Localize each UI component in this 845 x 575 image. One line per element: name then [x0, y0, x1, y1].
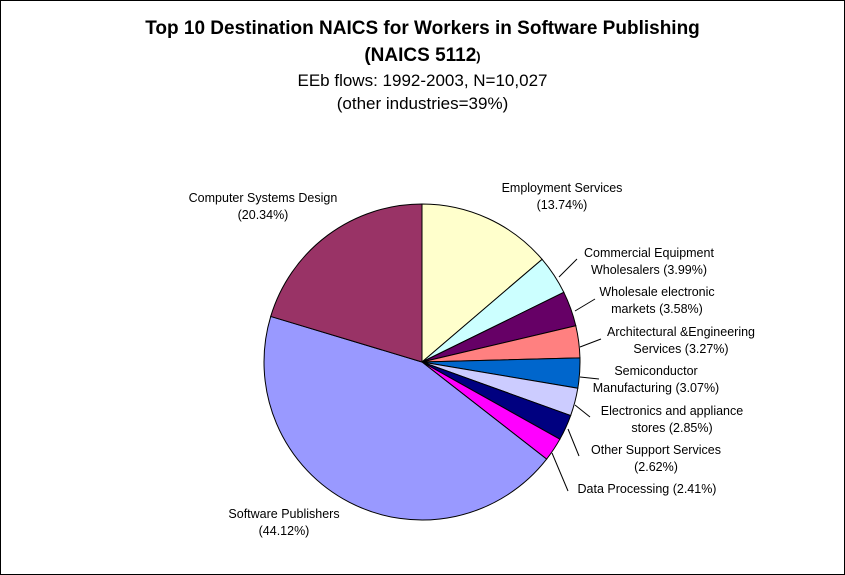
leader-line-wholesale-electronic-markets	[574, 298, 596, 312]
slice-label-commercial-equipment-wholesalers: Commercial Equipment Wholesalers (3.99%)	[584, 246, 714, 277]
slice-label-other-support-services: Other Support Services (2.62%)	[591, 443, 721, 474]
leader-line-commercial-equipment-wholesalers	[558, 258, 578, 278]
slice-label-data-processing: Data Processing (2.41%)	[578, 482, 717, 496]
slice-label-electronics-and-appliance-stores: Electronics and appliance stores (2.85%)	[601, 404, 743, 435]
pie-slice-employment-services	[421, 203, 543, 364]
leader-line-architectural-engineering-services	[579, 338, 602, 348]
chart-subtitle-other: (other industries=39%)	[336, 94, 509, 113]
slice-label-software-publishers: Software Publishers (44.12%)	[228, 507, 339, 538]
chart-title-line2: (NAICS 5112)	[1, 45, 844, 67]
chart-subtitle: EEb flows: 1992-2003, N=10,027	[297, 71, 548, 90]
slice-label-employment-services: Employment Services (13.74%)	[502, 181, 623, 212]
leader-line-electronics-and-appliance-stores	[574, 404, 591, 418]
slice-label-architectural-engineering-services: Architectural &Engineering Services (3.27…	[607, 325, 755, 356]
slice-label-wholesale-electronic-markets: Wholesale electronic markets (3.58%)	[599, 285, 714, 316]
naics-code-paren: )	[476, 49, 481, 64]
leader-line-semiconductor-manufacturing	[579, 376, 600, 380]
slice-label-computer-systems-design: Computer Systems Design (20.34%)	[189, 191, 338, 222]
slice-label-semiconductor-manufacturing: Semiconductor Manufacturing (3.07%)	[593, 364, 719, 395]
pie-slice-computer-systems-design	[270, 203, 423, 363]
leader-line-data-processing	[551, 452, 569, 492]
chart-title: Top 10 Destination NAICS for Workers in …	[145, 18, 700, 39]
pie-slice-software-publishers	[263, 315, 548, 521]
leader-line-other-support-services	[567, 428, 580, 457]
naics-code: (NAICS 5112	[364, 45, 477, 66]
